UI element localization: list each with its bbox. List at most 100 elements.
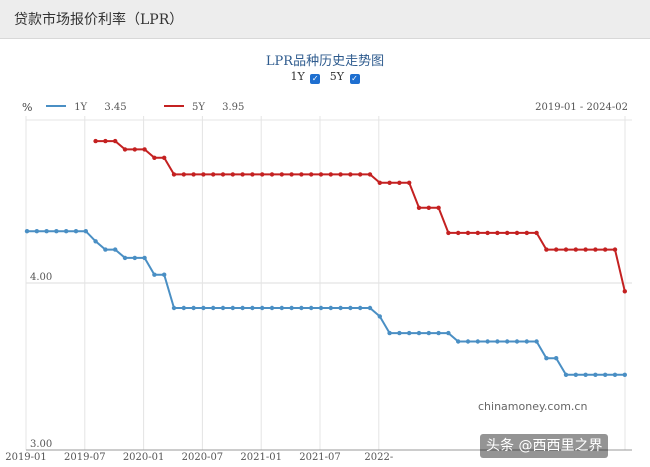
data-point-5Y: [289, 172, 293, 176]
data-point-1Y: [603, 373, 607, 377]
data-point-1Y: [623, 373, 627, 377]
data-point-5Y: [436, 206, 440, 210]
x-tick-label: 2020-01: [123, 452, 165, 463]
series-1Y: [25, 229, 627, 377]
data-point-1Y: [427, 331, 431, 335]
data-point-5Y: [172, 172, 176, 176]
data-point-1Y: [407, 331, 411, 335]
data-point-1Y: [446, 331, 450, 335]
data-point-5Y: [113, 139, 117, 143]
data-point-1Y: [152, 273, 156, 277]
series-layer: [25, 139, 627, 377]
data-point-5Y: [191, 172, 195, 176]
data-point-1Y: [123, 256, 127, 260]
data-point-5Y: [466, 231, 470, 235]
data-point-5Y: [329, 172, 333, 176]
data-point-5Y: [368, 172, 372, 176]
data-point-1Y: [534, 339, 538, 343]
data-point-1Y: [260, 306, 264, 310]
data-point-5Y: [142, 147, 146, 151]
series-5Y: [93, 139, 627, 294]
data-point-5Y: [397, 181, 401, 185]
data-point-5Y: [299, 172, 303, 176]
data-point-1Y: [436, 331, 440, 335]
data-point-1Y: [505, 339, 509, 343]
data-point-5Y: [554, 247, 558, 251]
data-point-1Y: [387, 331, 391, 335]
data-point-1Y: [231, 306, 235, 310]
y-tick-label: 3.00: [30, 439, 52, 450]
data-point-1Y: [35, 229, 39, 233]
data-point-1Y: [554, 356, 558, 360]
data-point-5Y: [231, 172, 235, 176]
x-tick-label: 2021-01: [240, 452, 282, 463]
data-point-1Y: [270, 306, 274, 310]
data-point-5Y: [505, 231, 509, 235]
data-point-1Y: [485, 339, 489, 343]
data-point-1Y: [211, 306, 215, 310]
data-point-5Y: [211, 172, 215, 176]
data-point-1Y: [250, 306, 254, 310]
data-point-5Y: [270, 172, 274, 176]
data-point-1Y: [44, 229, 48, 233]
data-point-1Y: [221, 306, 225, 310]
watermark-site: chinamoney.com.cn: [478, 400, 587, 413]
data-point-5Y: [534, 231, 538, 235]
data-point-1Y: [25, 229, 29, 233]
data-point-1Y: [162, 273, 166, 277]
data-point-1Y: [240, 306, 244, 310]
data-point-5Y: [182, 172, 186, 176]
data-point-1Y: [613, 373, 617, 377]
data-point-5Y: [446, 231, 450, 235]
data-point-1Y: [84, 229, 88, 233]
data-point-1Y: [525, 339, 529, 343]
data-point-5Y: [260, 172, 264, 176]
data-point-1Y: [289, 306, 293, 310]
data-point-1Y: [280, 306, 284, 310]
data-point-1Y: [456, 339, 460, 343]
data-point-5Y: [417, 206, 421, 210]
data-point-5Y: [583, 247, 587, 251]
data-point-1Y: [93, 239, 97, 243]
data-point-1Y: [133, 256, 137, 260]
data-point-5Y: [593, 247, 597, 251]
x-tick-label: 2022-: [364, 452, 393, 463]
x-tick-label: 2020-07: [182, 452, 224, 463]
x-tick-label: 2021-07: [299, 452, 341, 463]
data-point-5Y: [280, 172, 284, 176]
y-tick-label: 4.00: [30, 272, 52, 283]
data-point-1Y: [182, 306, 186, 310]
data-point-5Y: [250, 172, 254, 176]
watermark-brand: 头条 @西西里之界: [480, 434, 608, 458]
data-point-1Y: [495, 339, 499, 343]
data-point-1Y: [368, 306, 372, 310]
series-line-5Y: [96, 141, 625, 291]
data-point-1Y: [74, 229, 78, 233]
data-point-5Y: [515, 231, 519, 235]
data-point-5Y: [613, 247, 617, 251]
data-point-5Y: [319, 172, 323, 176]
data-point-5Y: [162, 156, 166, 160]
data-point-5Y: [309, 172, 313, 176]
data-point-1Y: [397, 331, 401, 335]
data-point-1Y: [201, 306, 205, 310]
data-point-1Y: [103, 247, 107, 251]
data-point-5Y: [358, 172, 362, 176]
data-point-5Y: [221, 172, 225, 176]
data-point-5Y: [240, 172, 244, 176]
data-point-1Y: [348, 306, 352, 310]
data-point-5Y: [103, 139, 107, 143]
data-point-1Y: [338, 306, 342, 310]
data-point-1Y: [564, 373, 568, 377]
data-point-1Y: [54, 229, 58, 233]
data-point-1Y: [476, 339, 480, 343]
data-point-1Y: [358, 306, 362, 310]
x-tick-label: 2019-07: [64, 452, 106, 463]
data-point-1Y: [172, 306, 176, 310]
data-point-1Y: [515, 339, 519, 343]
data-point-5Y: [133, 147, 137, 151]
data-point-1Y: [113, 247, 117, 251]
data-point-5Y: [495, 231, 499, 235]
data-point-5Y: [93, 139, 97, 143]
data-point-1Y: [417, 331, 421, 335]
